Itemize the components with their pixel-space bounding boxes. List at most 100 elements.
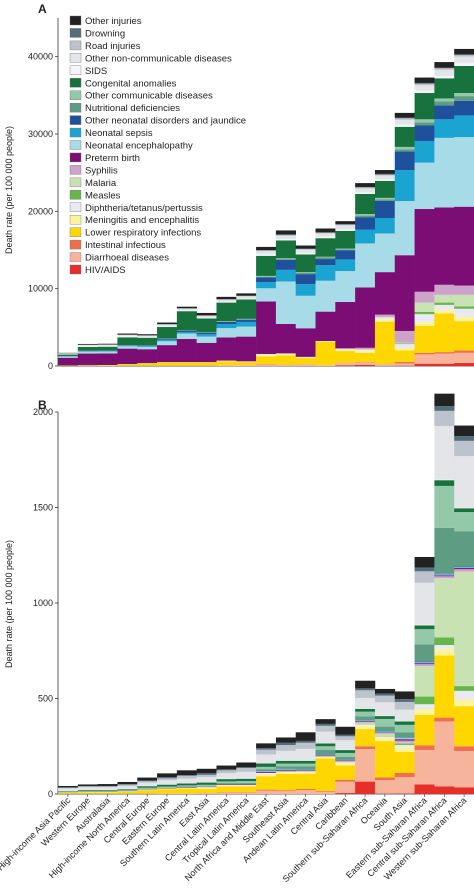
panel-b-bar-segment [177,787,197,788]
panel-b-bar-segment [454,569,474,571]
panel-b-bar-segment [157,788,177,789]
legend-label: Syphilis [85,165,118,176]
panel-a-ytick-label: 0 [48,361,53,371]
panel-b-bar-segment [434,426,454,479]
panel-a-bar-segment [58,357,78,358]
panel-b-bar-segment [316,755,336,756]
panel-b-bar-segment [58,793,78,794]
panel-a-bar-segment [137,337,157,338]
legend-swatch [70,16,81,25]
panel-a-bar-segment [355,187,375,188]
panel-a-bar-segment [58,355,78,357]
panel-a-bar-segment [78,354,98,366]
panel-a-bar-segment [415,303,435,312]
panel-b-bar-segment [256,748,276,750]
panel-a-bar-segment [434,102,454,106]
panel-b-bar-segment [276,743,296,745]
panel-a-bar-segment [434,313,454,352]
panel-b-bar-segment [157,793,177,794]
panel-a-bar-segment [296,273,316,274]
panel-b-bar-segment [434,486,454,528]
panel-a-bar-segment [236,337,256,362]
panel-a-bar-segment [197,333,217,335]
panel-a-bar-segment [276,234,296,235]
panel-b-bar-segment [395,732,415,737]
legend-label: Congenital anomalies [85,78,177,89]
panel-b-bar-segment [415,715,435,746]
panel-b-bar-segment [117,786,137,789]
panel-a-bar-segment [335,259,355,271]
panel-b-bar-segment [454,751,474,787]
panel-a-bar-segment [157,326,177,327]
panel-a-bar-segment [177,334,197,339]
panel-a-bar-segment [375,170,395,174]
panel-a-bar-segment [335,363,355,365]
panel-b-bar-segment [216,785,236,786]
panel-b-bar-segment [276,790,296,791]
panel-b-bar-segment [296,761,316,764]
panel-a-bar-segment [276,236,296,239]
panel-b-bar-segment [216,769,236,770]
panel-b-bar-segment [256,773,276,774]
legend-swatch [70,91,81,100]
panel-b-bar-segment [157,780,177,784]
panel-a-bar-segment [177,363,197,366]
legend-swatch [70,103,81,112]
panel-a-bar-segment [415,209,435,292]
panel-b-bar-segment [434,649,454,656]
panel-b-bar-segment [276,770,296,771]
panel-b-bar-segment [137,788,157,789]
panel-a-bar-segment [434,105,454,119]
panel-b-bar-segment [375,737,395,741]
panel-b-bar-segment [375,702,395,715]
panel-b-bar-segment [415,571,435,582]
panel-b-bar-segment [58,787,78,788]
panel-b-bar-segment [197,793,217,794]
panel-b-bar-segment [316,726,336,732]
panel-a-bar-segment [454,49,474,54]
panel-b-bar-segment [157,785,177,787]
panel-b-bar-segment [256,754,276,763]
panel-a-bar-segment [216,297,236,299]
panel-a-bar-segment [276,355,296,364]
panel-b-bar-segment [434,575,454,576]
legend-label: Preterm birth [85,153,140,164]
panel-b-bar-segment [355,712,375,717]
panel-a-bar-segment [395,343,415,344]
panel-a-bar-segment [197,318,217,332]
panel-b-bar-segment [177,770,197,775]
panel-b-bar-segment [316,743,336,746]
panel-a-bar-segment [335,365,355,366]
legend-label: Road injuries [85,41,141,52]
panel-b-bar-segment [415,567,435,571]
panel-b-bar-segment [236,786,256,792]
panel-a-bar-segment [415,314,435,322]
panel-b-bar-segment [296,764,316,767]
panel-b-bar-segment [197,789,217,793]
panel-b-bar-segment [355,746,375,749]
panel-a-ytick-label: 30000 [28,129,53,139]
panel-b-bar-segment [316,757,336,759]
panel-b-bar-segment [434,718,454,722]
panel-a-bar-segment [375,175,395,176]
panel-b-bar-segment [335,780,355,782]
panel-a-bar-segment [98,365,118,366]
panel-a-bar-segment [216,300,236,302]
panel-a-bar-segment [256,247,276,250]
panel-a-bar-segment [58,353,78,354]
panel-b-bar-segment [276,737,296,742]
panel-b-bar-segment [256,769,276,771]
panel-a-bar-segment [454,55,474,57]
panel-a-bar-segment [117,364,137,366]
panel-b-bar-segment [157,773,177,777]
legend-swatch [70,190,81,199]
panel-a-bar-segment [197,318,217,319]
panel-b-bar-segment [236,783,256,784]
panel-b-bar-segment [177,786,197,787]
panel-a-bar-segment [137,347,157,349]
panel-b-bar-segment [197,769,217,773]
panel-a-bar-segment [316,341,336,342]
panel-b-bar-segment [454,426,474,437]
panel-b-bar-segment [454,787,474,794]
panel-a-bar-segment [177,332,197,334]
